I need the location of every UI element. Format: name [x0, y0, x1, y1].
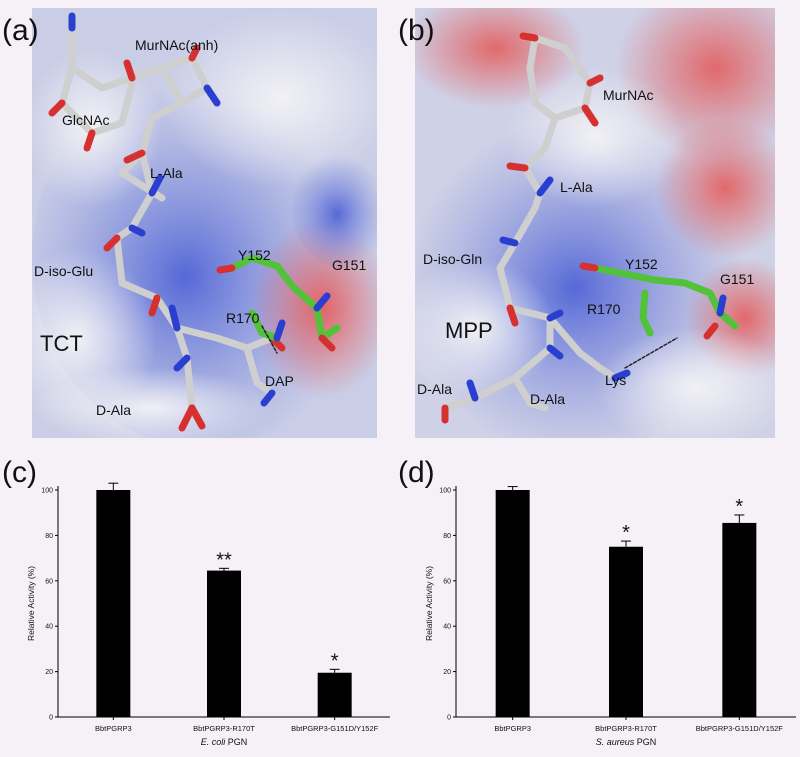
label-d-ala-a: D-Ala: [96, 402, 131, 418]
y-tick-label: 40: [443, 624, 451, 631]
label-d-ala-b2: D-Ala: [530, 391, 565, 407]
y-tick-label: 0: [49, 715, 53, 722]
category-label: BbtPGRP3-R170T: [595, 724, 657, 733]
label-y152-a: Y152: [238, 247, 271, 263]
category-label: BbtPGRP3: [95, 724, 132, 733]
category-label: BbtPGRP3: [494, 724, 531, 733]
category-label: BbtPGRP3-R170T: [193, 724, 255, 733]
bar: [722, 522, 757, 717]
label-murnac-anh: MurNAc(anh): [135, 37, 218, 53]
significance-marker: *: [331, 650, 339, 672]
label-g151-b: G151: [720, 271, 754, 287]
significance-marker: *: [735, 496, 743, 518]
bar-chart-d: 0 20 40 60 80 100 Relative Activity (%) BbtPGRP…: [424, 486, 796, 747]
y-axis-label: Relative Activity (%): [26, 566, 36, 641]
y-tick-label: 60: [443, 578, 451, 585]
label-glcnac: GlcNAc: [62, 112, 109, 128]
structure-panel-b: MurNAc L-Ala D-iso-Gln MPP Y152 G151 R17…: [415, 8, 775, 438]
y-axis-label: Relative Activity (%): [424, 566, 434, 641]
label-lys: Lys: [605, 372, 626, 388]
label-d-ala-b1: D-Ala: [417, 381, 452, 397]
category-label: BbtPGRP3-G151D/Y152F: [291, 724, 379, 733]
category-label: BbtPGRP3-G151D/Y152F: [696, 724, 784, 733]
bar: [96, 490, 131, 717]
panel-letter-b: (b): [398, 14, 435, 47]
panel-letter-c: (c): [2, 456, 37, 489]
y-tick-label: 60: [45, 578, 53, 585]
label-tct: TCT: [40, 331, 83, 356]
y-tick-label: 20: [45, 669, 53, 676]
y-tick-label: 100: [41, 488, 53, 495]
bar: [609, 546, 643, 717]
y-tick-label: 100: [439, 488, 451, 495]
label-l-ala-b: L-Ala: [560, 179, 593, 195]
y-tick-label: 40: [45, 624, 53, 631]
label-d-iso-glu: D-iso-Glu: [34, 263, 93, 279]
bar: [317, 672, 352, 717]
bar-chart-c: 0 20 40 60 80 100 Relative Activity (%) BbtPGRP…: [26, 482, 390, 747]
label-g151-a: G151: [332, 257, 366, 273]
panel-letter-d: (d): [398, 456, 435, 489]
label-dap: DAP: [265, 373, 294, 389]
label-d-iso-gln: D-iso-Gln: [423, 251, 482, 267]
surface-image-a: MurNAc(anh) GlcNAc L-Ala D-iso-Glu TCT Y…: [32, 8, 377, 438]
structure-panel-a: MurNAc(anh) GlcNAc L-Ala D-iso-Glu TCT Y…: [32, 8, 377, 438]
y-tick-label: 20: [443, 669, 451, 676]
y-tick-label: 80: [45, 533, 53, 540]
panel-letter-a: (a): [2, 14, 39, 47]
surface-image-b: MurNAc L-Ala D-iso-Gln MPP Y152 G151 R17…: [415, 8, 775, 438]
x-axis-label: E. coli PGN: [201, 737, 248, 747]
y-tick-label: 0: [447, 715, 451, 722]
x-axis-label: S. aureus PGN: [596, 737, 657, 747]
label-r170-b: R170: [587, 301, 621, 317]
significance-marker: *: [622, 522, 630, 544]
label-r170-a: R170: [226, 310, 260, 326]
label-mpp: MPP: [445, 318, 493, 343]
label-l-ala-a: L-Ala: [150, 165, 183, 181]
bar: [495, 490, 530, 717]
significance-marker: **: [216, 549, 232, 571]
bar: [207, 570, 241, 717]
label-murnac: MurNAc: [603, 87, 654, 103]
label-y152-b: Y152: [625, 256, 658, 272]
y-tick-label: 80: [443, 533, 451, 540]
